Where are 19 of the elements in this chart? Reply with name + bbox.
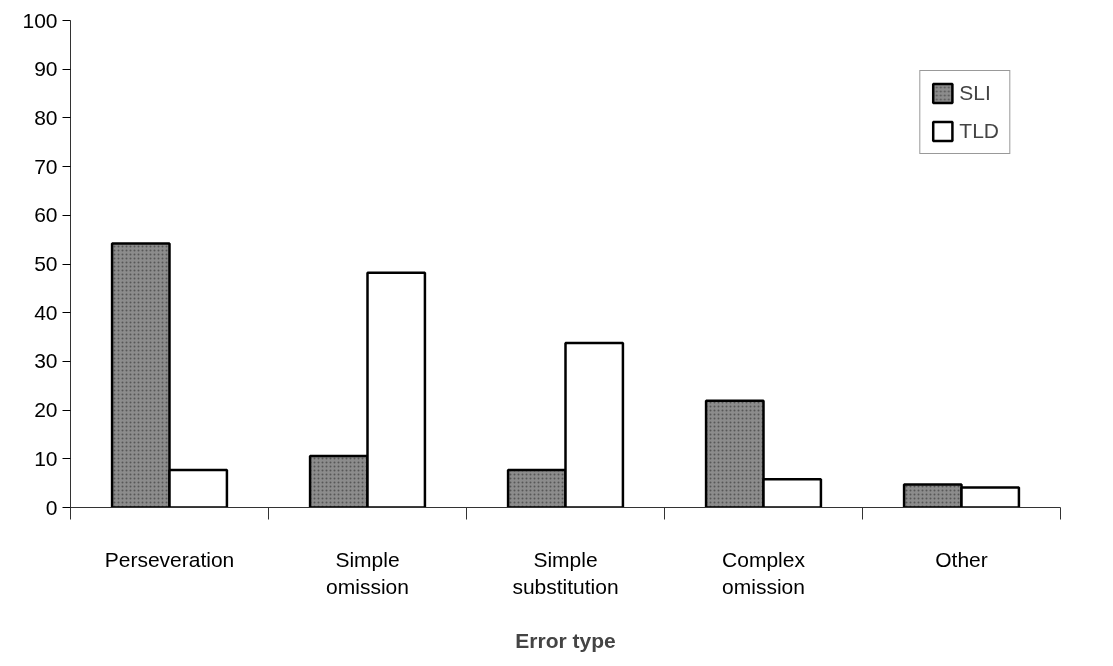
y-tick-label: 10 [34, 446, 58, 470]
y-tick-label: 0 [45, 495, 58, 519]
x-tick-label: Simple substitution [512, 547, 619, 599]
y-tick-label: 80 [34, 105, 58, 129]
legend-label: SLI [959, 81, 991, 105]
x-tick-label: Simple omission [326, 547, 409, 599]
y-tick-label: 100 [22, 8, 58, 32]
y-tick-label: 40 [34, 300, 58, 324]
y-tick-label: 30 [34, 349, 58, 373]
x-axis-title: Error type [515, 629, 616, 653]
y-tick-label: 50 [34, 252, 58, 275]
x-tick-label: Other [935, 547, 988, 571]
y-tick-label: 70 [34, 154, 58, 178]
y-tick-label: 60 [34, 203, 58, 227]
y-tick-label: 90 [34, 57, 58, 81]
legend-label: TLD [959, 119, 999, 143]
y-tick-label: 20 [34, 398, 58, 422]
x-tick-label: Complex omission [722, 547, 806, 599]
x-tick-label: Perseveration [104, 547, 235, 571]
